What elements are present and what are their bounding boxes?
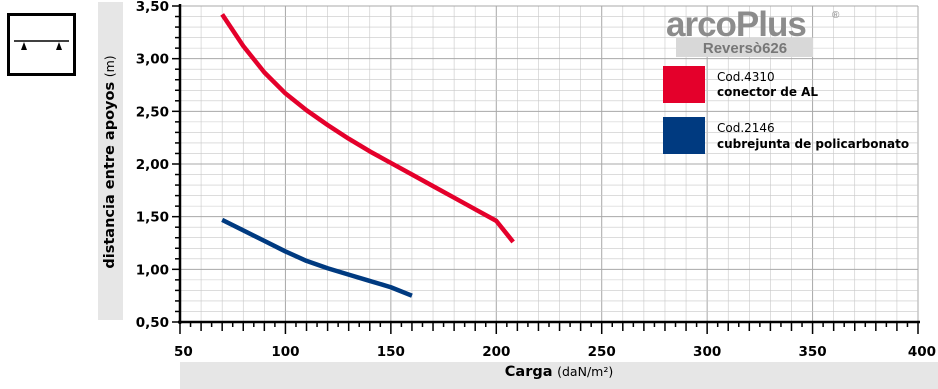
grid-lines [180,5,919,322]
legend-code-conector: Cod.4310 [717,70,775,84]
beam-support-icon [7,13,76,76]
y-tick-label: 3,00 [136,52,169,68]
x-tick-label: 150 [377,344,405,360]
series-lines [220,13,515,298]
series-line-cubrejunta [221,217,413,298]
x-tick-labels: 50 100 150 200 250 300 350 400 [174,344,936,360]
y-tick-labels: 0,50 1,00 1,50 2,00 2,50 3,00 3,50 [136,0,169,331]
y-tick-label: 3,50 [136,0,169,15]
y-tick-label: 1,00 [136,262,169,278]
y-tick-label: 2,00 [136,157,169,173]
legend-desc-cubrejunta: cubrejunta de policarbonato [717,137,909,151]
x-axis-label-background [180,362,938,389]
axes [172,4,920,334]
logo-product-band [676,38,813,57]
legend-code-cubrejunta: Cod.2146 [717,121,775,135]
x-tick-label: 50 [174,344,193,360]
y-tick-label: 0,50 [136,315,169,331]
x-axis-label-text: Carga [504,364,553,380]
x-tick-label: 200 [482,344,510,360]
y-axis-label-background [98,2,123,320]
logo-brand: arcoPlus [666,5,806,44]
logo-product: Reversò626 [703,40,787,57]
x-tick-label: 250 [588,344,616,360]
y-tick-label: 1,50 [136,210,169,226]
x-axis-label-unit: (daN/m²) [557,364,614,379]
logo-registered: ® [832,10,840,21]
x-axis-label: Carga (daN/m²) [0,364,938,380]
x-tick-label: 400 [908,344,936,360]
y-tick-label: 2,50 [136,104,169,120]
legend-swatch-conector [663,66,705,103]
series-line-conector [220,13,515,244]
arcoplus-logo: arcoPlus ® Reversò626 [666,5,840,57]
legend-desc-conector: conector de AL [717,85,818,99]
x-tick-label: 300 [693,344,721,360]
x-tick-label: 100 [271,344,299,360]
legend: Cod.4310 conector de AL Cod.2146 cubreju… [663,66,909,154]
x-tick-label: 350 [798,344,826,360]
legend-swatch-cubrejunta [663,117,705,154]
